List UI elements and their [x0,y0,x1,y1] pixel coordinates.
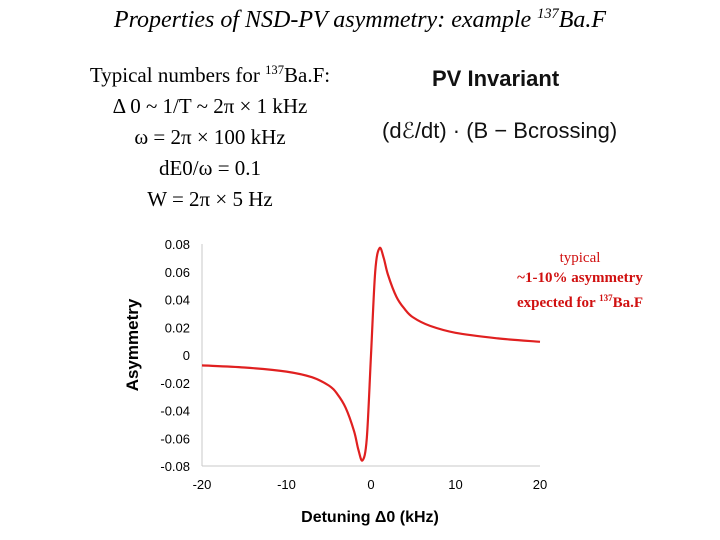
x-tick-label: 10 [448,477,462,492]
note-line-2: ~1-10% asymmetry [517,270,643,286]
x-tick-label: 20 [533,477,547,492]
weak-matrix-line: W = 2π × 5 Hz [147,187,273,211]
y-tick-label: -0.04 [160,404,190,419]
x-tick-label: -20 [193,477,212,492]
detuning-line: Δ 0 ~ 1/T ~ 2π × 1 kHz [112,94,308,118]
slide-title: Properties of NSD-PV asymmetry: example … [0,6,720,34]
y-tick-label: 0.04 [165,293,190,308]
pv-invariant-title: PV Invariant [432,66,560,91]
typical-heading-pre: Typical numbers for [89,63,266,87]
note-line-3: expected for 137Ba.F [490,288,670,313]
omega-line: ω = 2π × 100 kHz [134,125,286,149]
typical-heading-isotope: 137 [265,63,285,77]
typical-heading-molecule: Ba.F: [284,63,331,87]
y-tick-label: 0.06 [165,265,190,280]
typical-numbers-heading: Typical numbers for 137Ba.F: [50,55,370,91]
field-ratio-line: dE0/ω = 0.1 [158,156,262,180]
note-line-3-isotope: 137 [599,293,613,303]
x-tick-label: 0 [367,477,374,492]
y-tick-label: -0.08 [160,459,190,474]
slide-title-molecule: Ba.F [558,7,607,33]
note-line-3-molecule: Ba.F [612,295,644,311]
y-tick-label: 0 [183,348,190,363]
x-tick-labels: -20 -10 0 10 20 [193,477,548,492]
x-axis-label: Detuning Δ0 (kHz) [301,509,439,526]
y-axis-label: Asymmetry [123,298,142,391]
y-tick-label: -0.06 [160,431,190,446]
note-line-3-pre: expected for [516,295,600,311]
pv-invariant-formula: (dℰ/dt) · (B − Bcrossing) [382,118,618,143]
note-line-1: typical [559,250,601,266]
y-tick-label: 0.02 [165,320,190,335]
slide-title-isotope: 137 [537,6,559,22]
asymmetry-note: typical ~1-10% asymmetry expected for 13… [490,248,670,313]
asymmetry-curve [201,246,541,462]
y-tick-labels: 0.08 0.06 0.04 0.02 0 -0.02 -0.04 -0.06 -0.08 [160,237,190,474]
x-tick-label: -10 [277,477,296,492]
y-tick-label: -0.02 [160,376,190,391]
y-tick-label: 0.08 [165,237,190,252]
typical-numbers: Typical numbers for 137Ba.F: Δ 0 ~ 1/T ~… [50,55,370,215]
slide-title-pre: Properties of NSD-PV asymmetry: example [113,7,538,33]
